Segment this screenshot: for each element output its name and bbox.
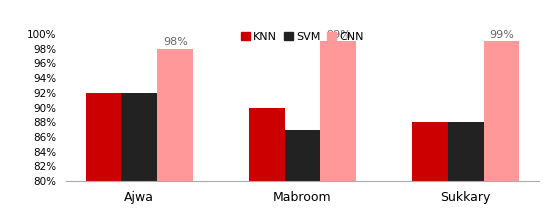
Bar <box>249 108 284 181</box>
Text: 98%: 98% <box>163 37 188 47</box>
Bar <box>448 122 483 181</box>
Bar <box>86 93 122 181</box>
Bar <box>483 41 519 181</box>
Bar <box>157 49 193 181</box>
Bar <box>412 122 448 181</box>
Bar <box>284 130 321 181</box>
Bar <box>122 93 157 181</box>
Text: 99%: 99% <box>326 30 351 40</box>
Text: 99%: 99% <box>489 30 514 40</box>
Legend: KNN, SVM, CNN: KNN, SVM, CNN <box>241 32 364 42</box>
Bar <box>321 41 356 181</box>
